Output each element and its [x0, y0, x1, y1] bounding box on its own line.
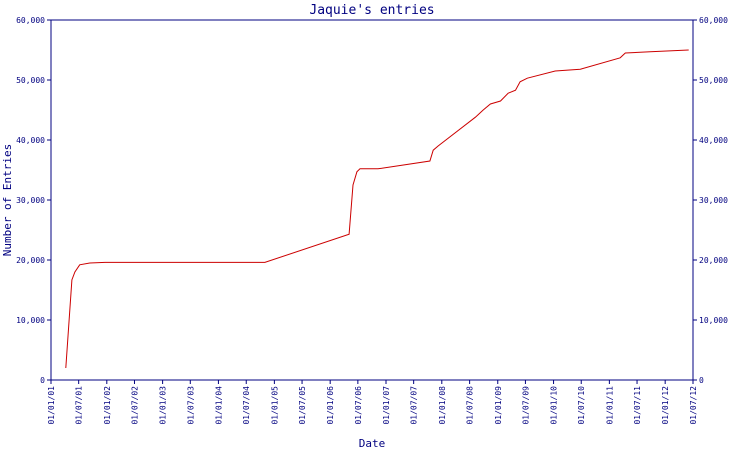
- x-tick-label: 01/07/12: [689, 386, 698, 425]
- y-tick-label: 50,000: [16, 76, 45, 85]
- y-tick-label: 40,000: [16, 136, 45, 145]
- x-tick-label: 01/07/08: [466, 386, 475, 425]
- y-tick-label: 20,000: [16, 256, 45, 265]
- y2-tick-label: 30,000: [699, 196, 728, 205]
- x-tick-label: 01/01/03: [159, 386, 168, 425]
- x-tick-label: 01/07/05: [298, 386, 307, 425]
- y2-tick-label: 10,000: [699, 316, 728, 325]
- x-tick-label: 01/07/01: [75, 386, 84, 425]
- y2-tick-label: 60,000: [699, 16, 728, 25]
- x-tick-label: 01/07/10: [577, 386, 586, 425]
- x-tick-label: 01/01/09: [494, 386, 503, 425]
- x-tick-label: 01/07/11: [633, 386, 642, 425]
- x-tick-label: 01/07/03: [186, 386, 195, 425]
- x-tick-label: 01/01/08: [438, 386, 447, 425]
- chart-title: Jaquie's entries: [309, 3, 434, 18]
- x-tick-label: 01/01/10: [550, 386, 559, 425]
- y2-tick-label: 40,000: [699, 136, 728, 145]
- plot-frame: [50, 19, 694, 381]
- x-tick-label: 01/01/06: [326, 386, 335, 425]
- x-tick-label: 01/01/02: [103, 386, 112, 425]
- x-tick-label: 01/07/06: [354, 386, 363, 425]
- y2-tick-label: 50,000: [699, 76, 728, 85]
- x-tick-label: 01/07/09: [521, 386, 530, 425]
- y2-tick-label: 0: [699, 376, 704, 385]
- y-tick-label: 0: [40, 376, 45, 385]
- y-tick-label: 10,000: [16, 316, 45, 325]
- y-tick-label: 60,000: [16, 16, 45, 25]
- x-tick-label: 01/07/02: [130, 386, 139, 425]
- x-tick-label: 01/01/07: [382, 386, 391, 425]
- x-tick-label: 01/01/01: [47, 386, 56, 425]
- x-axis-label: Date: [359, 437, 386, 450]
- y2-tick-label: 20,000: [699, 256, 728, 265]
- series-line: [65, 49, 689, 369]
- x-tick-label: 01/01/12: [661, 386, 670, 425]
- x-tick-label: 01/07/04: [242, 386, 251, 425]
- x-tick-label: 01/01/04: [214, 386, 223, 425]
- y-axis-label: Number of Entries: [1, 144, 14, 257]
- y-tick-label: 30,000: [16, 196, 45, 205]
- x-tick-label: 01/07/07: [410, 386, 419, 425]
- x-tick-label: 01/01/05: [270, 386, 279, 425]
- x-tick-label: 01/01/11: [605, 386, 614, 425]
